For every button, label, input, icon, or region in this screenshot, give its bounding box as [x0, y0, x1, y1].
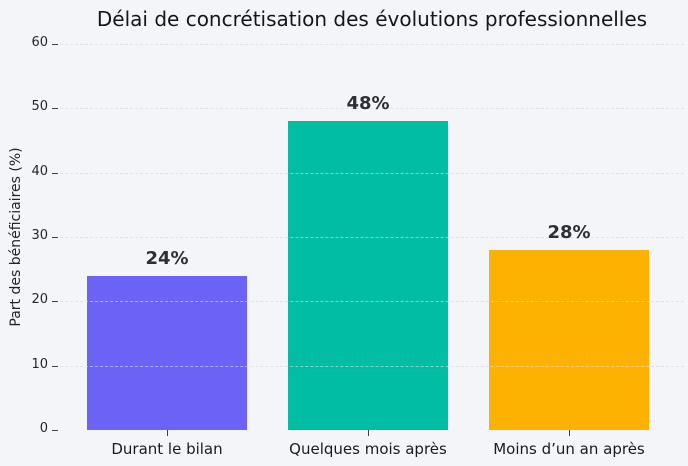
plot-area: 24% 48% 28%	[60, 44, 684, 430]
gridline-y-30	[60, 237, 684, 238]
y-tick-mark-0	[52, 430, 58, 431]
value-label-0: 24%	[145, 247, 189, 269]
y-tick-label-40: 40	[31, 163, 48, 179]
y-tick-mark-30	[52, 237, 58, 238]
gridline-y-50	[60, 108, 684, 110]
x-tick-mark-0	[167, 430, 168, 436]
y-tick-label-10: 10	[31, 356, 48, 372]
y-tick-mark-10	[52, 365, 58, 367]
y-tick-label-50: 50	[31, 99, 48, 115]
x-tick-label-2: Moins d’un an après	[493, 440, 645, 458]
gridline-y-10	[60, 365, 684, 367]
value-label-2: 28%	[547, 221, 591, 243]
y-tick-mark-40	[52, 172, 58, 174]
y-tick-label-30: 30	[31, 228, 48, 243]
x-tick-mark-1	[368, 430, 369, 436]
y-tick-label-0: 0	[39, 421, 48, 436]
y-tick-mark-60	[52, 44, 58, 45]
y-tick-mark-20	[52, 301, 58, 303]
bar-1	[288, 121, 448, 430]
y-tick-label-20: 20	[31, 292, 48, 308]
gridline-y-20	[60, 301, 684, 303]
y-tick-label-60: 60	[31, 35, 48, 50]
x-tick-mark-2	[569, 430, 570, 436]
bar-0	[87, 275, 247, 430]
gridline-y-40	[60, 172, 684, 174]
x-tick-label-0: Durant le bilan	[111, 440, 223, 458]
x-tick-label-1: Quelques mois après	[289, 440, 447, 458]
chart-title: Délai de concrétisation des évolutions p…	[96, 7, 648, 31]
y-tick-mark-50	[52, 108, 58, 110]
bar-2	[489, 249, 649, 430]
gridline-y-60	[60, 44, 684, 45]
value-label-1: 48%	[346, 93, 390, 115]
